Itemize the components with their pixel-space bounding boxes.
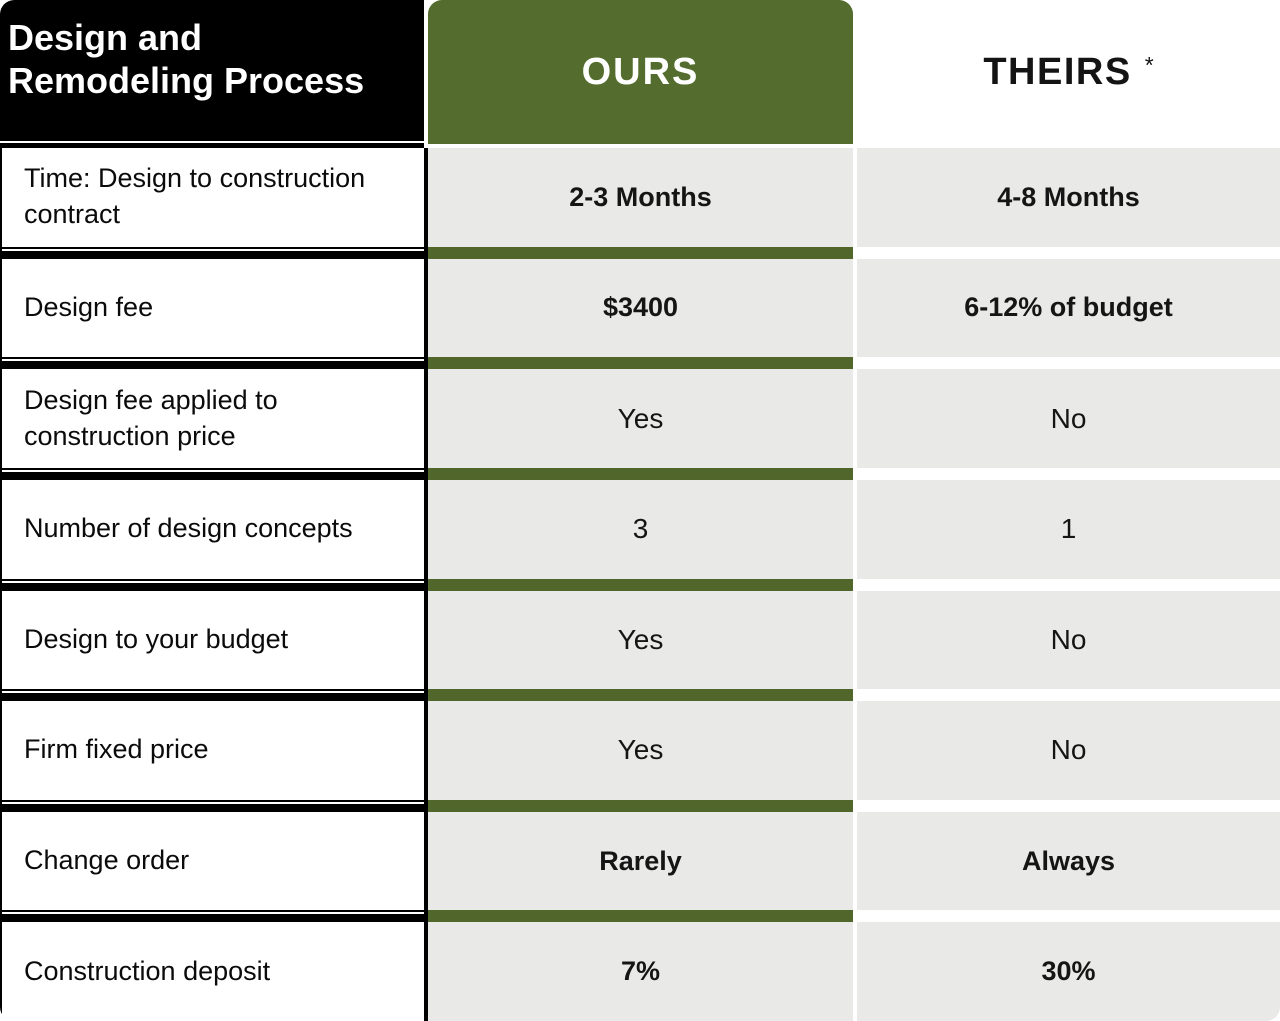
row-separator	[2, 246, 424, 259]
row-separator	[2, 357, 424, 370]
theirs-value: 4-8 Months	[857, 148, 1280, 247]
ours-value: $3400	[428, 258, 853, 358]
page-title: Design and Remodeling Process	[8, 17, 365, 102]
theirs-column: THEIRS * 4-8 Months 6-12% of budget No 1 No N…	[857, 0, 1280, 1021]
theirs-value: Always	[857, 811, 1280, 911]
ours-header: OURS	[428, 0, 853, 144]
row-label: Time: Design to construction contract	[24, 163, 366, 230]
ours-row-separator	[428, 246, 853, 259]
theirs-row-separator	[857, 799, 1280, 812]
ours-value: 3	[428, 479, 853, 579]
theirs-row-separator	[857, 578, 1280, 591]
theirs-value: 30%	[857, 922, 1280, 1021]
ours-row-separator	[428, 578, 853, 591]
theirs-row-separator	[857, 910, 1280, 923]
ours-value: Yes	[428, 701, 853, 800]
ours-header-divider	[428, 144, 853, 148]
theirs-header-divider	[857, 144, 1280, 148]
ours-column: OURS 2-3 Months $3400 Yes 3 Yes Yes Rarely 7%	[428, 0, 853, 1021]
row-label: Design to your budget	[24, 623, 289, 654]
ours-header-label: OURS	[581, 50, 700, 93]
ours-row-separator	[428, 799, 853, 812]
ours-value-list: 2-3 Months $3400 Yes 3 Yes Yes Rarely 7%	[428, 148, 853, 1021]
ours-row-separator	[428, 689, 853, 702]
theirs-value: 1	[857, 479, 1280, 579]
ours-row-separator	[428, 467, 853, 480]
row-label-list: Time: Design to construction contract Des…	[0, 148, 428, 1021]
row-separator	[2, 467, 424, 480]
theirs-row-separator	[857, 357, 1280, 370]
theirs-value: No	[857, 590, 1280, 690]
label-column: Design and Remodeling Process Time: Desi…	[0, 0, 428, 1021]
ours-value: Rarely	[428, 811, 853, 911]
row-label: Number of design concepts	[24, 513, 353, 544]
row-label: Design fee	[24, 291, 154, 322]
ours-value: Yes	[428, 590, 853, 690]
theirs-value: No	[857, 701, 1280, 800]
table-title-header: Design and Remodeling Process	[0, 0, 424, 141]
row-separator	[2, 799, 424, 812]
row-separator	[2, 689, 424, 702]
title-header-divider	[0, 141, 424, 148]
row-separator	[2, 578, 424, 591]
row-label: Design fee applied to construction price	[24, 384, 278, 451]
ours-value: 2-3 Months	[428, 148, 853, 247]
row-label: Construction deposit	[24, 955, 271, 986]
ours-row-separator	[428, 357, 853, 370]
theirs-header: THEIRS *	[857, 0, 1280, 144]
ours-value: Yes	[428, 369, 853, 468]
theirs-row-separator	[857, 467, 1280, 480]
row-label: Change order	[24, 845, 190, 876]
theirs-row-separator	[857, 246, 1280, 259]
row-label: Firm fixed price	[24, 734, 209, 765]
theirs-value-list: 4-8 Months 6-12% of budget No 1 No No Always 30…	[857, 148, 1280, 1021]
theirs-footnote-asterisk: *	[1144, 51, 1154, 78]
row-separator	[2, 910, 424, 923]
theirs-header-label: THEIRS	[983, 50, 1132, 93]
ours-value: 7%	[428, 922, 853, 1021]
theirs-value: No	[857, 369, 1280, 468]
ours-row-separator	[428, 910, 853, 923]
theirs-value: 6-12% of budget	[857, 258, 1280, 358]
theirs-row-separator	[857, 689, 1280, 702]
